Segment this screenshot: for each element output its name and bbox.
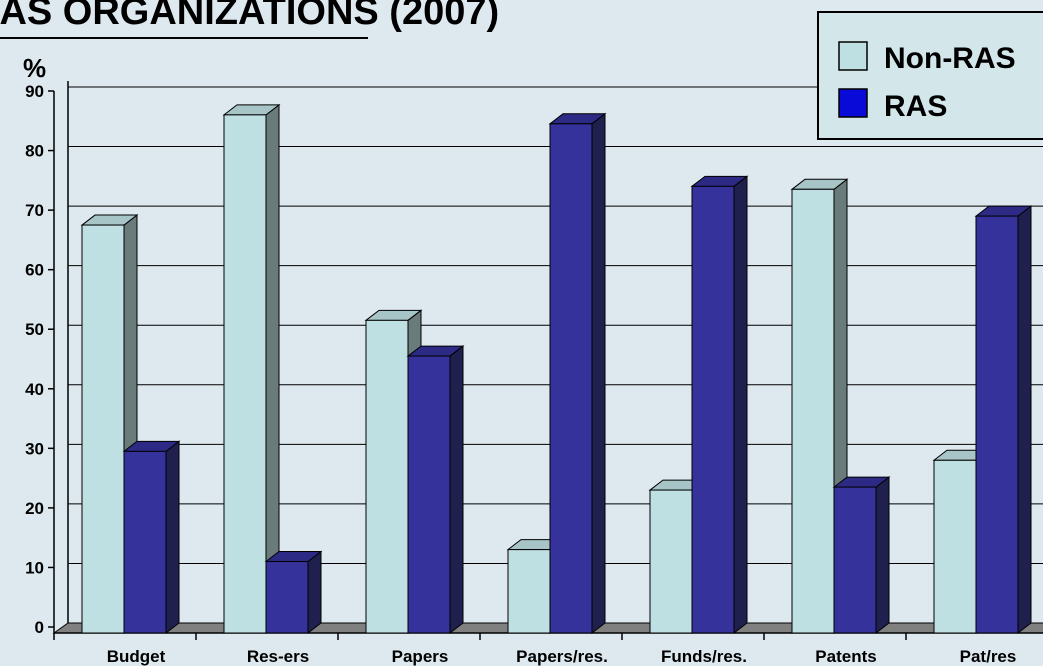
y-tick-label-80: 80 (25, 142, 44, 161)
legend-box (817, 11, 1043, 140)
bar-side-face (165, 440, 180, 635)
y-tick-label-10: 10 (25, 558, 44, 577)
y-tick-label-50: 50 (25, 320, 44, 339)
bar-front-face (265, 561, 309, 634)
y-tick-label-0: 0 (35, 618, 44, 637)
bars (80, 103, 1033, 635)
x-tick-label-papers-res-: Papers/res. (516, 647, 608, 666)
x-axis-ticks: Budget Res-ers Papers Papers/res. Funds/res.… (53, 633, 1017, 666)
bar-front-face (223, 114, 267, 634)
x-tick-label-budget: Budget (107, 647, 166, 666)
bar-front-face (933, 459, 977, 634)
bar-front-face (833, 486, 877, 634)
bar-front-face (507, 549, 551, 634)
bar-side-face (875, 476, 890, 635)
bar-front-face (791, 188, 835, 634)
x-tick-label-pat-res: Pat/res (960, 647, 1017, 666)
y-tick-label-60: 60 (25, 261, 44, 280)
bar-side-face (307, 550, 322, 635)
y-tick-label-40: 40 (25, 380, 44, 399)
legend-label-ras: RAS (884, 90, 947, 123)
y-axis-ticks: 0 10 20 30 40 50 60 70 80 90 (25, 82, 54, 637)
bar-front-face (649, 489, 693, 634)
legend-swatch-non-ras (838, 41, 868, 71)
bar-front-face (81, 224, 125, 634)
legend-label-non-ras: Non-RAS (884, 42, 1016, 75)
bar-front-face (123, 450, 167, 634)
y-tick-label-90: 90 (25, 82, 44, 101)
bar-ras-pat-res (974, 205, 1033, 635)
x-tick-label-funds-res-: Funds/res. (661, 647, 747, 666)
x-tick-label-papers: Papers (392, 647, 449, 666)
bar-front-face (407, 355, 451, 634)
legend-swatch-ras (838, 88, 868, 118)
bar-side-face (591, 112, 606, 635)
bar-ras-papers (406, 345, 465, 635)
bar-ras-budget (122, 440, 181, 635)
bar-ras-patents (832, 476, 891, 635)
chart-title: RAS ORGANIZATIONS (2007) (0, 0, 499, 33)
bar-front-face (691, 185, 735, 634)
bar-non-ras-res-ers (222, 103, 281, 635)
bar-side-face (1017, 205, 1032, 635)
y-tick-label-20: 20 (25, 499, 44, 518)
bar-front-face (365, 319, 409, 634)
x-tick-label-patents: Patents (815, 647, 876, 666)
bar-side-face (449, 345, 464, 635)
bar-ras-res-ers (264, 550, 323, 635)
legend: Non-RAS RAS (817, 11, 1043, 140)
y-axis-unit-label: % (23, 53, 46, 83)
bar-side-face (733, 175, 748, 635)
y-tick-label-30: 30 (25, 439, 44, 458)
y-tick-label-70: 70 (25, 201, 44, 220)
x-tick-label-res-ers: Res-ers (247, 647, 309, 666)
bar-ras-funds-res- (690, 175, 749, 635)
bar-front-face (549, 123, 593, 634)
bar-ras-papers-res- (548, 112, 607, 635)
bar-front-face (975, 215, 1019, 634)
